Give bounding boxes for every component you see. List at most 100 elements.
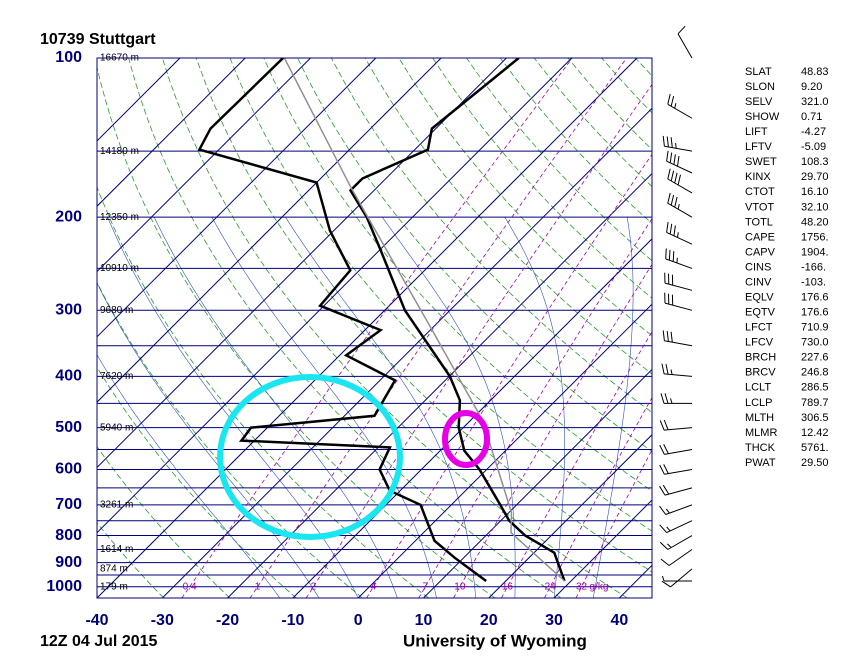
dry-adiabat: [263, 58, 652, 492]
stat-value: 0.71: [801, 111, 822, 123]
mixing-ratio-unit: g/kg: [590, 581, 609, 592]
mixing-ratio-label: 7: [422, 581, 428, 592]
stat-label: LCLT: [745, 382, 771, 394]
height-label: 5940 m: [100, 422, 133, 433]
wind-barb: [659, 464, 693, 475]
dry-adiabat: [162, 58, 628, 598]
wind-barb: [666, 150, 693, 174]
chart-title: 10739 Stuttgart: [40, 31, 156, 48]
dry-adiabat: [229, 58, 652, 532]
isotherm: [97, 58, 311, 273]
stat-label: LFCT: [745, 322, 773, 334]
mixing-ratio-line: [544, 396, 652, 598]
x-tick-label: -40: [85, 612, 108, 629]
mixing-ratio-label: 1: [255, 581, 261, 592]
height-label: 14180 m: [100, 146, 139, 157]
height-label: 179 m: [100, 581, 128, 592]
isotherm: [357, 303, 652, 598]
wind-barb: [662, 330, 693, 347]
plot-frame: [96, 57, 653, 599]
moist-adiabat: [97, 354, 281, 598]
time-label: 12Z 04 Jul 2015: [40, 633, 158, 650]
mixing-ratio-label: 4: [371, 581, 377, 592]
stat-value: 286.5: [801, 382, 829, 394]
dry-adiabat: [330, 58, 652, 413]
stat-label: LFTV: [745, 141, 773, 153]
dry-adiabat: [364, 58, 652, 375]
stat-label: THCK: [745, 442, 776, 454]
y-tick-label: 100: [55, 49, 82, 66]
stat-label: CAPE: [745, 231, 775, 243]
height-label: 9680 m: [100, 305, 133, 316]
wind-barb: [664, 272, 693, 291]
mixing-ratio-line: [181, 58, 573, 598]
stat-label: PWAT: [745, 457, 776, 469]
stat-label: LIFT: [745, 126, 768, 138]
wind-barb: [661, 568, 693, 588]
stat-label: TOTL: [745, 216, 773, 228]
stat-label: LFCV: [745, 337, 774, 349]
mixing-ratio-line: [453, 263, 652, 598]
y-tick-label: 1000: [46, 578, 82, 595]
stat-value: -166.: [801, 261, 826, 273]
stat-label: EQTV: [745, 307, 776, 319]
height-label: 7620 m: [100, 371, 133, 382]
profile-line: [197, 58, 487, 583]
isotherm: [97, 58, 638, 598]
stat-value: -5.09: [801, 141, 826, 153]
stat-label: CAPV: [745, 246, 776, 258]
dry-adiabat: [398, 58, 652, 337]
stat-value: -103.: [801, 276, 826, 288]
wind-barb: [664, 292, 693, 311]
height-label: 1614 m: [100, 544, 133, 555]
mixing-ratio-line: [501, 330, 652, 598]
stat-label: MLMR: [745, 427, 777, 439]
dry-adiabat: [97, 65, 496, 598]
mixing-ratio-line: [305, 83, 652, 598]
stat-value: 29.70: [801, 171, 829, 183]
x-tick-label: -30: [151, 612, 174, 629]
wind-barb: [659, 419, 693, 431]
stat-label: BRCV: [745, 367, 776, 379]
y-tick-label: 200: [55, 208, 82, 225]
stat-label: EQLV: [745, 292, 774, 304]
stat-value: 16.10: [801, 186, 829, 198]
stat-value: 9.20: [801, 81, 822, 93]
y-tick-label: 600: [55, 461, 82, 478]
dry-adiabat: [297, 58, 652, 452]
wind-barb: [667, 192, 693, 218]
stat-value: 5761.: [801, 442, 829, 454]
wind-barb: [660, 549, 693, 566]
y-tick-label: 500: [55, 419, 82, 436]
dry-adiabat: [97, 446, 231, 598]
wind-barb: [667, 168, 693, 194]
wind-barb: [659, 504, 693, 515]
stat-value: 789.7: [801, 397, 829, 409]
wind-barb: [659, 444, 693, 455]
y-tick-label: 300: [55, 302, 82, 319]
stat-value: -4.27: [801, 126, 826, 138]
moist-adiabat: [107, 217, 359, 598]
stat-label: BRCH: [745, 352, 776, 364]
stat-value: 176.6: [801, 292, 829, 304]
stat-label: KINX: [745, 171, 771, 183]
isotherm: [553, 499, 652, 598]
stat-value: 1904.: [801, 246, 829, 258]
wind-barb: [660, 393, 693, 404]
wind-barb: [665, 248, 693, 269]
dry-adiabat: [128, 58, 562, 598]
x-tick-label: 0: [354, 612, 363, 629]
stat-label: SLON: [745, 81, 775, 93]
y-tick-label: 900: [55, 554, 82, 571]
isotherm: [227, 172, 652, 598]
stat-value: 321.0: [801, 96, 829, 108]
stat-value: 710.9: [801, 322, 829, 334]
annotation-circle: [442, 410, 490, 468]
mixing-ratio-label: 32: [576, 581, 588, 592]
wind-barb: [659, 520, 693, 534]
height-label: 3261 m: [100, 500, 133, 511]
wind-barb: [667, 93, 693, 119]
mixing-ratio-label: 24: [545, 581, 557, 592]
